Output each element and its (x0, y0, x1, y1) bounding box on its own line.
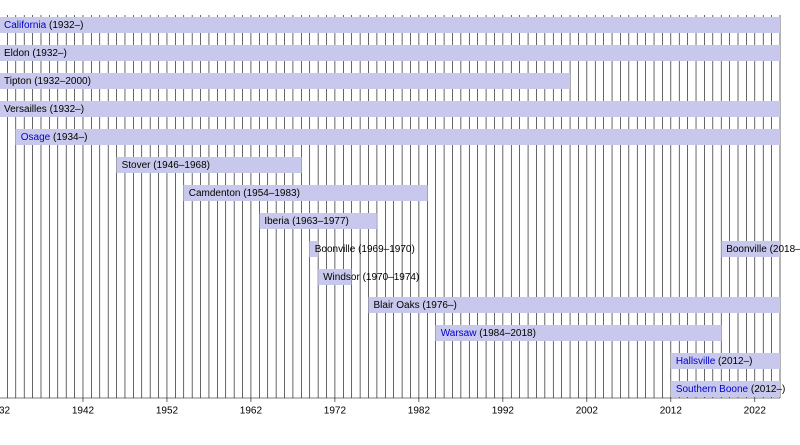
x-tick-label: 2002 (576, 406, 599, 417)
timeline-bar (0, 101, 780, 117)
span: (1970–1974) (363, 272, 420, 283)
span: (2018–) (770, 244, 800, 255)
bar-label: Boonville (1969–1970) (315, 244, 415, 255)
bar-label: Tipton (1932–2000) (4, 76, 91, 87)
bar-label: Boonville (2018–) (726, 244, 800, 255)
timeline-bar (721, 241, 780, 257)
timeline-bar (259, 213, 377, 229)
timeline-bar (670, 353, 780, 369)
span: (1932–) (49, 20, 83, 31)
name: Boonville (315, 244, 356, 255)
span: (1976–) (422, 300, 456, 311)
name: Eldon (4, 48, 30, 59)
span: (1969–1970) (358, 244, 415, 255)
bar-label: Versailles (1932–) (4, 104, 84, 115)
x-tick-label: 1982 (408, 406, 431, 417)
span: (1954–1983) (243, 188, 300, 199)
span: (1934–) (53, 132, 87, 143)
x-tick-label: 1972 (324, 406, 347, 417)
link: Warsaw (441, 328, 478, 339)
name: Windsor (323, 272, 360, 283)
timeline-bar (318, 269, 352, 285)
span: (2012–) (751, 384, 785, 395)
span: (1984–2018) (479, 328, 536, 339)
name: Stover (122, 160, 152, 171)
bar-label: Windsor (1970–1974) (323, 272, 419, 283)
x-tick-label: 1962 (240, 406, 263, 417)
bar-label[interactable]: Osage (1934–) (21, 132, 88, 143)
span: (1963–1977) (292, 216, 349, 227)
timeline-bar (0, 17, 780, 33)
name: Tipton (4, 76, 31, 87)
span: (1946–1968) (153, 160, 210, 171)
x-tick-label: 2022 (744, 406, 767, 417)
bar-label: Iberia (1963–1977) (264, 216, 349, 227)
timeline-bar (670, 381, 780, 397)
name: Camdenton (189, 188, 241, 199)
bar-label[interactable]: California (1932–) (4, 20, 84, 31)
link: Southern Boone (676, 384, 749, 395)
timeline-bar (0, 45, 780, 61)
bar-label[interactable]: Hallsville (2012–) (676, 356, 753, 367)
timeline-bar (368, 297, 780, 313)
span: (2012–) (718, 356, 752, 367)
bar-label[interactable]: Southern Boone (2012–) (676, 384, 786, 395)
x-tick-label: 2012 (660, 406, 683, 417)
timeline-bar (0, 73, 571, 89)
span: (1932–) (32, 48, 66, 59)
timeline-bar (183, 185, 428, 201)
name: Versailles (4, 104, 47, 115)
timeline-bar (435, 325, 722, 341)
link: California (4, 20, 47, 31)
bar-label: Eldon (1932–) (4, 48, 67, 59)
timeline-bar (309, 241, 319, 257)
x-tick-label: 1992 (492, 406, 515, 417)
x-tick-label: 1932 (0, 406, 11, 417)
x-tick-label: 1952 (156, 406, 179, 417)
timeline-bar (15, 129, 780, 145)
link: Hallsville (676, 356, 716, 367)
timeline-bar (116, 157, 302, 173)
name: Blair Oaks (374, 300, 420, 311)
name: Boonville (726, 244, 767, 255)
span: (1932–) (50, 104, 84, 115)
bar-label[interactable]: Warsaw (1984–2018) (441, 328, 536, 339)
bar-label: Stover (1946–1968) (122, 160, 210, 171)
bar-label: Camdenton (1954–1983) (189, 188, 300, 199)
bar-label: Blair Oaks (1976–) (374, 300, 457, 311)
span: (1932–2000) (34, 76, 91, 87)
x-tick-label: 1942 (72, 406, 95, 417)
link: Osage (21, 132, 51, 143)
name: Iberia (264, 216, 289, 227)
